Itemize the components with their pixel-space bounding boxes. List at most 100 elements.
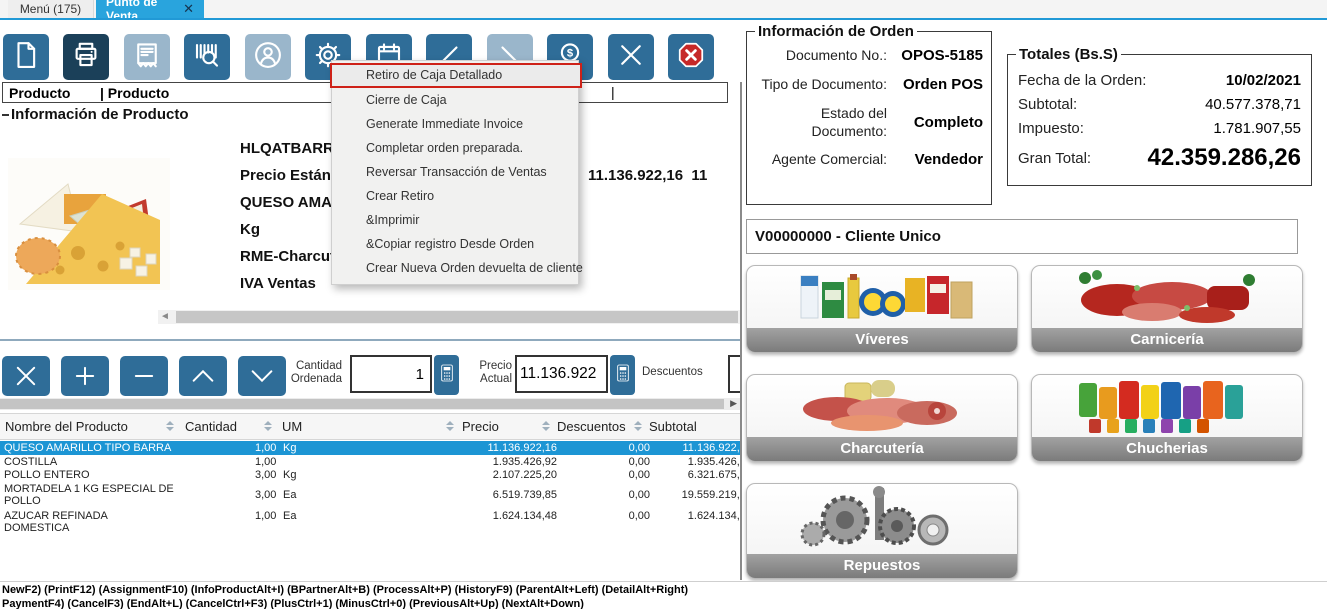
statusbar-shortcuts-line2: PaymentF4) (CancelF3) (EndAlt+L) (Cancel…: [2, 598, 584, 609]
cancel-button[interactable]: [608, 34, 654, 80]
col-qty[interactable]: Cantidad: [185, 419, 238, 434]
scroll-left-arrow-icon[interactable]: ◄: [160, 311, 170, 322]
statusbar-shortcuts-line1: NewF2) (PrintF12) (AssignmentF10) (InfoP…: [2, 584, 689, 596]
gear-icon: [313, 40, 343, 75]
qty-input[interactable]: 1: [350, 355, 432, 393]
section-divider: [0, 339, 740, 341]
product-info-title: Información de Producto: [2, 106, 189, 123]
product-search-button[interactable]: [184, 34, 230, 80]
col-discount[interactable]: Descuentos: [557, 419, 626, 434]
col-name[interactable]: Nombre del Producto: [5, 419, 128, 434]
order-info-title: Información de Orden: [758, 23, 914, 40]
sort-icon[interactable]: [264, 420, 272, 432]
table-hscrollbar[interactable]: ▶: [0, 398, 740, 410]
stop-exit-icon: [676, 40, 706, 75]
price-calculator-button[interactable]: [610, 355, 635, 395]
field-label: Fecha de la Orden:: [1018, 72, 1147, 89]
process-button[interactable]: [305, 34, 351, 80]
category-button-carniceria[interactable]: Carnicería: [1031, 265, 1303, 353]
barcode-search-icon: [192, 40, 222, 75]
panel-divider: [740, 82, 742, 580]
calculator-icon: [615, 363, 631, 388]
field-label: Impuesto:: [1018, 120, 1084, 137]
sort-icon[interactable]: [542, 420, 550, 432]
receipt-icon: [132, 40, 162, 75]
calculator-icon: [439, 363, 455, 388]
viveres-image: [747, 266, 1017, 328]
table-row[interactable]: MORTADELA 1 KG ESPECIAL DE POLLO 3,00 Ea…: [4, 482, 740, 508]
sort-icon[interactable]: [634, 420, 642, 432]
product-prices: 11.136.922,16 11: [588, 167, 708, 184]
scrollbar-thumb[interactable]: [176, 311, 738, 323]
category-button-viveres[interactable]: Víveres: [746, 265, 1018, 353]
menu-item-generate-immediate-invoice[interactable]: Generate Immediate Invoice: [366, 117, 524, 131]
price-input[interactable]: 11.136.922: [515, 355, 608, 393]
business-partner-button[interactable]: [245, 34, 291, 80]
col-um[interactable]: UM: [282, 419, 303, 434]
menu-item-imprimir[interactable]: &Imprimir: [366, 213, 420, 227]
category-label: Charcutería: [747, 437, 1017, 461]
table-row[interactable]: POLLO ENTERO 3,00 Kg 2.107.225,20 0,00 6…: [4, 469, 740, 481]
search-col-product: Producto: [9, 85, 71, 101]
category-button-chucherias[interactable]: Chucherias: [1031, 374, 1303, 462]
field-label: Documento No.:: [785, 47, 887, 64]
table-row[interactable]: COSTILLA 1,00 1.935.426,92 0,00 1.935.42…: [4, 455, 740, 468]
discount-input[interactable]: [728, 355, 740, 393]
subtotal-value: 40.577.378,71: [1205, 96, 1301, 113]
customer-value: V00000000 - Cliente Unico: [755, 228, 941, 245]
scrollbar-thumb[interactable]: [0, 399, 724, 409]
text-cursor: |: [611, 84, 615, 100]
person-icon: [253, 40, 283, 75]
col-subtotal[interactable]: Subtotal: [649, 419, 697, 434]
qty-label: Cantidad Ordenada: [290, 360, 342, 385]
product-image-cheese: [8, 158, 170, 290]
tab-punto-de-venta[interactable]: Punto de Venta ✕: [96, 0, 204, 23]
process-context-menu: Retiro de Caja Detallado Cierre de Caja …: [330, 60, 583, 285]
up-button[interactable]: [179, 356, 227, 396]
doc-type-value: Orden POS: [902, 76, 983, 93]
new-order-button[interactable]: [3, 34, 49, 80]
sort-icon[interactable]: [446, 420, 454, 432]
order-info-group: Información de Orden Documento No.: OPOS…: [746, 23, 992, 205]
qty-calculator-button[interactable]: [434, 355, 459, 395]
delete-line-button[interactable]: [2, 356, 50, 396]
down-button[interactable]: [238, 356, 286, 396]
category-button-charcuteria[interactable]: Charcutería: [746, 374, 1018, 462]
totals-title: Totales (Bs.S): [1019, 46, 1118, 63]
invoice-button[interactable]: [124, 34, 170, 80]
tab-close-icon[interactable]: ✕: [183, 1, 194, 16]
exit-button[interactable]: [668, 34, 714, 80]
menu-item-retiro-caja-detallado[interactable]: Retiro de Caja Detallado: [330, 63, 582, 88]
category-button-repuestos[interactable]: Repuestos: [746, 483, 1018, 579]
menu-item-crear-orden-devuelta[interactable]: Crear Nueva Orden devuelta de cliente: [366, 261, 583, 275]
order-lines-header: Nombre del Producto Cantidad UM Precio D…: [0, 413, 740, 440]
plus-button[interactable]: [61, 356, 109, 396]
product-info-hscrollbar[interactable]: ◄: [158, 310, 740, 324]
tab-bar: Menú (175) Punto de Venta ✕: [0, 0, 1327, 23]
table-row[interactable]: AZUCAR REFINADA DOMESTICA 1,00 Ea 1.624.…: [4, 509, 740, 535]
repuestos-image: [747, 484, 1017, 554]
tax-value: 1.781.907,55: [1213, 120, 1301, 137]
menu-item-cierre-de-caja[interactable]: Cierre de Caja: [366, 93, 447, 107]
tab-underline: [0, 18, 1327, 20]
tab-menu[interactable]: Menú (175): [8, 0, 94, 18]
minus-button[interactable]: [120, 356, 168, 396]
sort-icon[interactable]: [166, 420, 174, 432]
table-row[interactable]: QUESO AMARILLO TIPO BARRA 1,00 Kg 11.136…: [0, 441, 740, 455]
menu-item-crear-retiro[interactable]: Crear Retiro: [366, 189, 435, 203]
product-code: HLQATBARRA: [240, 140, 345, 157]
customer-input[interactable]: V00000000 - Cliente Unico: [746, 219, 1298, 254]
menu-item-reversar-transaccion[interactable]: Reversar Transacción de Ventas: [366, 165, 547, 179]
scroll-right-arrow-icon[interactable]: ▶: [730, 398, 737, 408]
x-icon: [616, 40, 646, 75]
menu-item-copiar-registro[interactable]: &Copiar registro Desde Orden: [366, 237, 535, 251]
statusbar-divider: [0, 581, 1327, 582]
discount-label: Descuentos: [642, 366, 703, 378]
menu-item-completar-orden[interactable]: Completar orden preparada.: [366, 141, 524, 155]
product-tax: IVA Ventas: [240, 275, 316, 292]
doc-status-value: Completo: [913, 113, 983, 131]
col-price[interactable]: Precio: [462, 419, 499, 434]
pos-right-panel: Información de Orden Documento No.: OPOS…: [742, 20, 1327, 581]
print-button[interactable]: [63, 34, 109, 80]
